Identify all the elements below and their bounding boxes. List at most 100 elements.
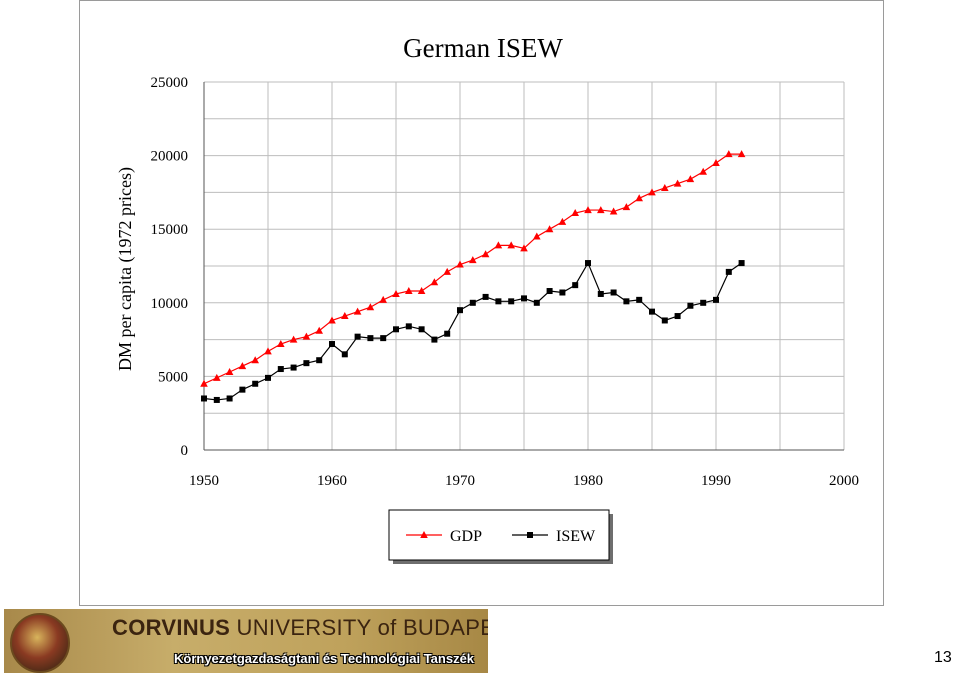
legend-marker-isew [527, 532, 533, 538]
data-point-isew [585, 260, 591, 267]
series-layer [200, 150, 746, 403]
university-name: CORVINUS UNIVERSITY of BUDAPEST [112, 615, 488, 641]
data-point-isew [367, 335, 374, 342]
series-gdp [200, 150, 746, 387]
data-point-isew [457, 307, 463, 314]
data-point-isew [636, 296, 643, 303]
x-tick-label: 1970 [445, 473, 475, 489]
data-point-gdp [545, 225, 554, 233]
data-point-gdp [251, 356, 259, 364]
data-point-gdp [238, 362, 247, 370]
data-point-isew [265, 374, 271, 381]
data-point-isew [649, 308, 655, 315]
data-point-isew [341, 351, 348, 358]
chart: German ISEW DM per capita (1972 prices) … [115, 33, 860, 564]
data-point-isew [508, 298, 515, 305]
series-line-gdp [203, 153, 742, 385]
data-point-gdp [302, 332, 311, 340]
data-point-isew [303, 360, 310, 367]
data-point-isew [597, 290, 604, 297]
data-point-isew [201, 395, 207, 402]
department-name: Környezetgazdaságtani és Technológiai Ta… [174, 651, 475, 666]
data-point-gdp [699, 167, 707, 175]
gridlines [203, 81, 845, 451]
data-point-isew [239, 386, 246, 393]
page-number: 13 [934, 649, 952, 666]
data-point-isew [559, 289, 566, 296]
y-tick-label: 0 [181, 443, 189, 459]
data-point-gdp [558, 217, 567, 225]
data-point-gdp [609, 207, 618, 215]
data-point-isew [405, 323, 412, 330]
data-point-isew [252, 380, 259, 387]
data-point-isew [687, 302, 694, 309]
tick-labels: 1950 1960 1970 1980 1990 20000500010000150002… [151, 75, 860, 489]
data-point-isew [610, 289, 617, 296]
y-tick-label: 10000 [151, 296, 189, 312]
data-point-gdp [417, 287, 426, 295]
data-point-gdp [635, 194, 643, 202]
data-point-gdp [405, 287, 413, 295]
data-point-isew [700, 299, 707, 306]
data-point-isew [674, 313, 681, 320]
data-point-isew [418, 326, 425, 333]
legend-label-gdp: GDP [450, 528, 482, 545]
data-point-isew [495, 298, 502, 305]
data-point-isew [725, 268, 732, 275]
x-tick-label: 1950 [189, 473, 219, 489]
data-point-gdp [648, 188, 656, 196]
data-point-isew [738, 260, 745, 267]
chart-title: German ISEW [403, 33, 563, 63]
data-point-gdp [225, 367, 234, 375]
data-point-isew [482, 293, 489, 300]
data-point-gdp [392, 289, 400, 297]
data-point-isew [713, 296, 719, 303]
chart-frame: German ISEW DM per capita (1972 prices) … [79, 0, 884, 606]
data-point-gdp [469, 256, 477, 264]
x-tick-label: 1980 [573, 473, 603, 489]
data-point-gdp [430, 278, 439, 286]
data-point-isew [380, 335, 387, 342]
x-tick-label: 2000 [829, 473, 859, 489]
data-point-gdp [533, 232, 541, 240]
data-point-isew [572, 282, 579, 289]
x-tick-label: 1960 [317, 473, 347, 489]
data-point-isew [444, 330, 451, 337]
data-point-gdp [264, 347, 272, 355]
data-point-gdp [366, 303, 375, 311]
y-tick-label: 20000 [151, 149, 189, 165]
data-point-isew [546, 288, 553, 295]
data-point-isew [661, 317, 668, 324]
data-point-gdp [661, 183, 669, 191]
legend-marker-gdp [420, 531, 428, 538]
data-point-isew [213, 396, 220, 403]
y-axis-title: DM per capita (1972 prices) [115, 167, 136, 371]
data-point-gdp [712, 158, 720, 166]
data-point-isew [316, 357, 323, 364]
data-point-isew [431, 336, 438, 343]
data-point-isew [393, 326, 399, 333]
data-point-isew [329, 341, 335, 348]
data-point-gdp [200, 379, 208, 387]
data-point-gdp [443, 267, 451, 275]
data-point-gdp [584, 206, 592, 214]
y-tick-label: 15000 [151, 222, 189, 238]
data-point-isew [469, 299, 476, 306]
data-point-gdp [494, 241, 503, 249]
data-point-isew [277, 366, 284, 373]
university-name-rest: UNIVERSITY of BUDAPEST [236, 615, 488, 640]
data-point-gdp [725, 150, 733, 158]
data-point-gdp [456, 260, 464, 268]
data-point-gdp [289, 335, 298, 343]
data-point-gdp [341, 312, 349, 320]
university-seal-icon [10, 613, 70, 673]
data-point-isew [521, 295, 527, 302]
data-point-gdp [213, 373, 221, 381]
data-point-gdp [481, 250, 490, 258]
data-point-isew [533, 299, 540, 306]
legend: GDP ISEW [388, 509, 613, 564]
legend-label-isew: ISEW [556, 528, 596, 545]
y-tick-label: 5000 [158, 369, 188, 385]
series-isew [201, 260, 745, 403]
x-tick-label: 1990 [701, 473, 731, 489]
